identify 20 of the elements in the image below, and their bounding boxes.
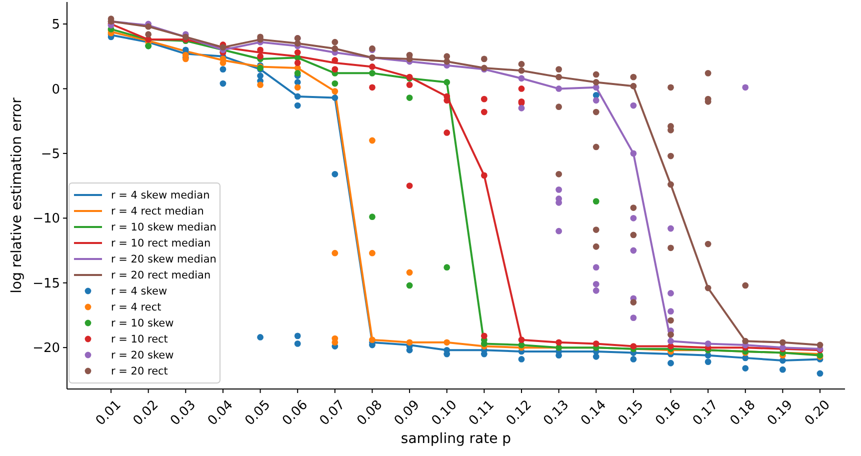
- legend-label: r = 4 rect median: [111, 206, 204, 218]
- legend-label: r = 10 skew median: [111, 222, 216, 234]
- legend-label: r = 10 rect median: [111, 238, 211, 250]
- legend-label: r = 4 skew median: [111, 190, 210, 202]
- legend-label: r = 20 rect: [111, 366, 168, 378]
- x-axis-title: sampling rate p: [400, 431, 512, 447]
- legend-label: r = 10 rect: [111, 334, 168, 346]
- y-axis-title: log relative estimation error: [9, 97, 25, 294]
- y-tick-label: 5: [52, 18, 60, 33]
- y-tick-label: −5: [40, 146, 60, 162]
- legend-label: r = 20 skew: [111, 350, 174, 362]
- legend-label: r = 20 rect median: [111, 270, 211, 282]
- y-tick-label: 0: [52, 82, 60, 98]
- legend-label: r = 10 skew: [111, 318, 174, 330]
- legend-label: r = 20 skew median: [111, 254, 216, 266]
- legend-label: r = 4 rect: [111, 302, 162, 314]
- y-tick-label: −20: [32, 341, 60, 356]
- y-tick-label: −15: [32, 276, 60, 292]
- y-tick-label: −10: [32, 212, 60, 227]
- legend-label: r = 4 skew: [111, 286, 168, 298]
